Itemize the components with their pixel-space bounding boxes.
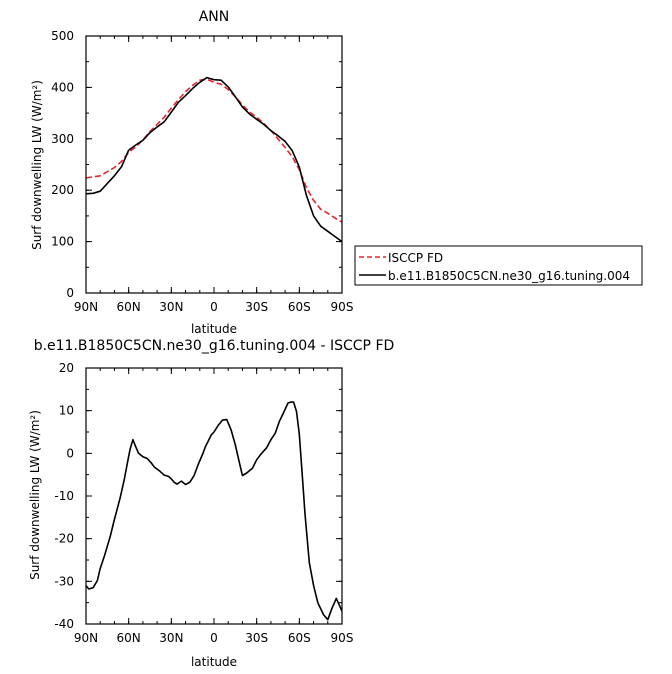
bottom-y-axis-label: Surf downwelling LW (W/m²) — [28, 410, 42, 580]
top-x-axis-label: latitude — [191, 322, 237, 336]
legend-label-model: b.e11.B1850C5CN.ne30_g16.tuning.004 — [388, 269, 630, 283]
top-x-tick-label: 30S — [245, 300, 268, 314]
top-y-tick-label: 100 — [51, 235, 74, 249]
bottom-series-line-0 — [85, 401, 343, 621]
top-y-tick-label: 400 — [51, 80, 74, 94]
bottom-x-tick-label: 90S — [331, 631, 354, 645]
top-x-tick-label: 30N — [159, 300, 183, 314]
top-x-tick-label: 60S — [288, 300, 311, 314]
panel-top: ANN Surf downwelling LW (W/m²) latitude … — [30, 9, 353, 336]
top-series-group — [85, 76, 343, 243]
bottom-y-tick-label: -40 — [54, 617, 74, 631]
bottom-plot-frame — [85, 367, 343, 625]
top-plot-frame — [85, 35, 343, 294]
bottom-y-tick-label: 20 — [59, 361, 74, 375]
bottom-y-tick-label: -20 — [54, 532, 74, 546]
top-series-line-0 — [85, 78, 343, 223]
bottom-y-tick-label: -30 — [54, 574, 74, 588]
bottom-x-tick-label: 60S — [288, 631, 311, 645]
top-x-tick-label: 0 — [210, 300, 218, 314]
top-tick-group: 90N 60N 30N 0 30S 60S 90S 0 100 200 300 400 500 — [51, 29, 353, 314]
top-title: ANN — [199, 9, 230, 25]
top-y-axis-label: Surf downwelling LW (W/m²) — [30, 80, 44, 250]
panel-bottom: b.e11.B1850C5CN.ne30_g16.tuning.004 - IS… — [28, 338, 394, 669]
legend: ISCCP FD b.e11.B1850C5CN.ne30_g16.tuning… — [354, 245, 643, 286]
bottom-x-axis-label: latitude — [191, 655, 237, 669]
legend-label-isccp: ISCCP FD — [388, 251, 443, 265]
top-y-tick-label: 300 — [51, 132, 74, 146]
bottom-y-tick-label: 10 — [59, 404, 74, 418]
bottom-y-tick-label: 0 — [66, 446, 74, 460]
bottom-tick-group: 90N 60N 30N 0 30S 60S 90S -40 -30 -20 -10 0 10 20 — [54, 361, 353, 645]
bottom-x-tick-label: 90N — [74, 631, 98, 645]
bottom-x-tick-label: 60N — [117, 631, 141, 645]
top-y-tick-label: 200 — [51, 183, 74, 197]
bottom-x-tick-label: 30N — [159, 631, 183, 645]
bottom-title: b.e11.B1850C5CN.ne30_g16.tuning.004 - IS… — [34, 338, 395, 354]
top-y-tick-label: 500 — [51, 29, 74, 43]
bottom-y-tick-label: -10 — [54, 489, 74, 503]
bottom-x-tick-label: 30S — [245, 631, 268, 645]
top-x-tick-label: 60N — [117, 300, 141, 314]
bottom-series-group — [85, 401, 343, 621]
top-y-tick-label: 0 — [66, 286, 74, 300]
legend-box — [354, 245, 643, 286]
top-x-tick-label: 90N — [74, 300, 98, 314]
bottom-x-tick-label: 0 — [210, 631, 218, 645]
top-x-tick-label: 90S — [331, 300, 354, 314]
top-series-line-1 — [85, 76, 343, 243]
